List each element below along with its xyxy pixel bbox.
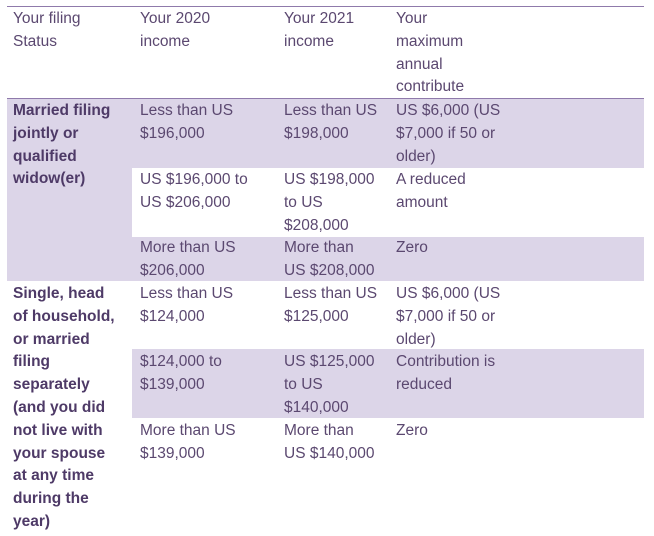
g1-row3-contribution: Zero: [396, 239, 428, 256]
header-max-contribution: Your maximum annual contribute: [396, 10, 465, 96]
g1-row3-income-2021: More than US $208,000: [284, 239, 375, 279]
g1-row2-contribution: A reduced amount: [396, 171, 466, 211]
g2-row2-contribution: Contribution is reduced: [396, 353, 496, 393]
g1-row1-income-2021: Less than US $198,000: [284, 102, 378, 142]
group1-filing-status: Married filing jointly or qualified wido…: [13, 102, 111, 188]
header-2020-income: Your 2020 income: [140, 10, 211, 50]
g2-row2-income-2021: US $125,000 to US $140,000: [284, 353, 375, 416]
g1-row2-income-2020: US $196,000 to US $206,000: [140, 171, 248, 211]
band-g1-row1: [132, 99, 644, 168]
group2-filing-status: Single, head of household, or married fi…: [13, 285, 115, 530]
top-rule: [7, 6, 644, 7]
g2-row2-income-2020: $124,000 to $139,000: [140, 353, 222, 393]
g2-row1-contribution: US $6,000 (US $7,000 if 50 or older): [396, 285, 501, 348]
header-rule: [7, 98, 644, 99]
g2-row3-income-2021: More than US $140,000: [284, 422, 375, 462]
g2-row1-income-2020: Less than US $124,000: [140, 285, 234, 325]
band-g1-row3: [132, 237, 644, 281]
g1-row3-income-2020: More than US $206,000: [140, 239, 236, 279]
g2-row1-income-2021: Less than US $125,000: [284, 285, 378, 325]
g2-row3-income-2020: More than US $139,000: [140, 422, 236, 462]
band-g2-row2: [132, 349, 644, 418]
header-filing-status: Your filing Status: [13, 10, 81, 50]
g2-row3-contribution: Zero: [396, 422, 428, 439]
g1-row2-income-2021: US $198,000 to US $208,000: [284, 171, 375, 234]
header-2021-income: Your 2021 income: [284, 10, 355, 50]
g1-row1-contribution: US $6,000 (US $7,000 if 50 or older): [396, 102, 501, 165]
g1-row1-income-2020: Less than US $196,000: [140, 102, 234, 142]
band-group1-status: [7, 99, 132, 281]
